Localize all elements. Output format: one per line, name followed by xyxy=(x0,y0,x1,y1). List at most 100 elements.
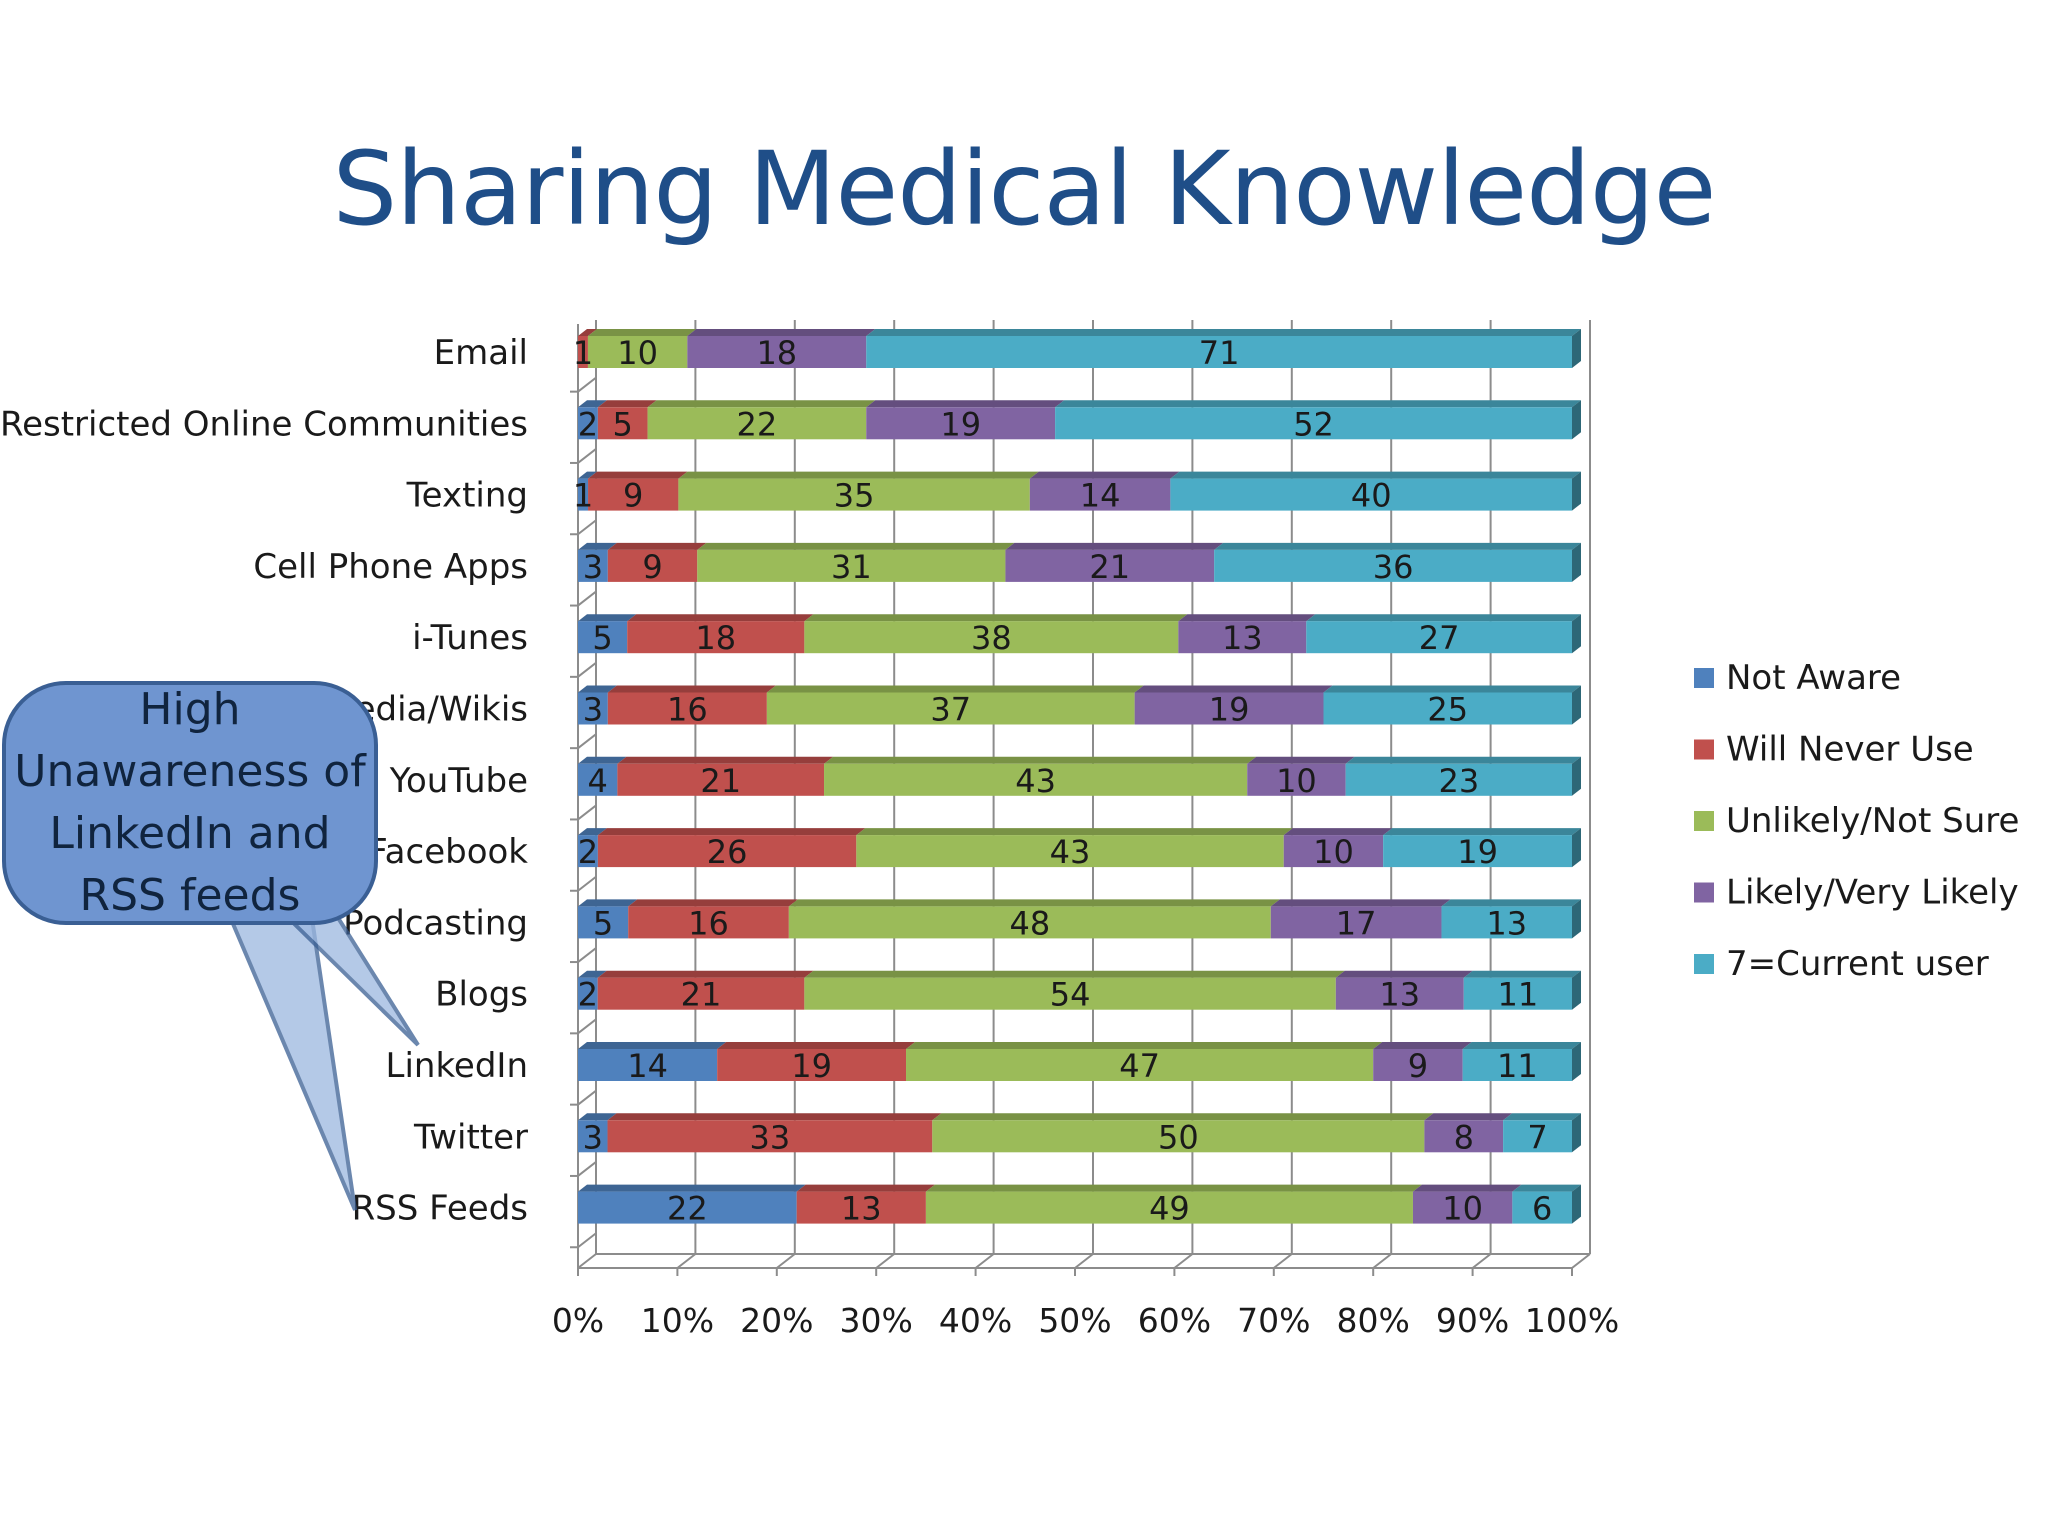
bar-7-current-user xyxy=(1345,763,1572,796)
x-tick-label: 50% xyxy=(1038,1301,1111,1340)
data-label: 5 xyxy=(613,405,633,443)
data-label: 3 xyxy=(583,1118,603,1156)
side-wall-line xyxy=(577,1018,597,1035)
data-label: 10 xyxy=(1442,1190,1483,1228)
data-label: 21 xyxy=(700,762,741,800)
bar-end-face xyxy=(1572,1184,1581,1224)
bar-top-not-aware xyxy=(578,756,627,764)
bar-not-aware xyxy=(578,407,598,440)
bar-will-never-use xyxy=(607,549,698,582)
bar-top-will-never-use xyxy=(607,542,707,550)
data-label: 31 xyxy=(831,548,872,586)
category-label-rss-feeds: RSS Feeds xyxy=(352,1189,528,1229)
x-tick-label: 0% xyxy=(552,1301,604,1340)
bar-7-current-user xyxy=(1170,478,1572,511)
bar-will-never-use xyxy=(627,621,805,654)
data-label: 11 xyxy=(1498,976,1539,1014)
data-label: 21 xyxy=(681,976,722,1014)
bar-likely-very-likely xyxy=(1412,1191,1513,1224)
bar-top-will-never-use xyxy=(628,899,798,907)
bar-top-unlikely-not-sure xyxy=(906,1042,1383,1049)
bar-top-not-aware xyxy=(578,685,617,693)
data-label: 9 xyxy=(642,548,662,586)
bar-top-not-aware xyxy=(578,970,607,978)
data-label: 13 xyxy=(1222,619,1263,657)
bar-7-current-user xyxy=(1463,977,1572,1010)
bar-top-likely-very-likely xyxy=(1178,614,1316,622)
bar-top-7-current-user xyxy=(1323,685,1581,693)
bar-not-aware xyxy=(578,1049,718,1081)
data-label: 21 xyxy=(1089,548,1130,586)
data-label: 25 xyxy=(1427,691,1468,729)
bar-end-face xyxy=(1572,329,1581,368)
bar-top-unlikely-not-sure xyxy=(824,756,1257,764)
bar-7-current-user xyxy=(1512,1191,1572,1224)
category-label-restricted-online-communities: Restricted Online Communities xyxy=(0,404,528,444)
data-label: 48 xyxy=(1009,904,1050,942)
bar-top-unlikely-not-sure xyxy=(587,329,697,336)
bar-top-7-current-user xyxy=(866,329,1581,336)
bar-will-never-use xyxy=(617,763,825,796)
callout-text: High Unawareness of LinkedIn and RSS fee… xyxy=(14,683,366,921)
bar-likely-very-likely xyxy=(1283,835,1384,868)
bar-top-7-current-user xyxy=(1345,756,1581,764)
bar-likely-very-likely xyxy=(1373,1049,1463,1081)
bar-will-never-use xyxy=(597,407,648,440)
bar-likely-very-likely xyxy=(1247,763,1346,796)
bar-7-current-user xyxy=(1055,407,1572,440)
bar-top-not-aware xyxy=(578,899,638,907)
bar-top-unlikely-not-sure xyxy=(925,1184,1422,1192)
bar-7-current-user xyxy=(1441,906,1572,939)
data-label: 13 xyxy=(1379,976,1420,1014)
bar-top-7-current-user xyxy=(1170,471,1581,479)
bar-top-will-never-use xyxy=(597,970,814,978)
side-wall-line xyxy=(577,733,597,749)
floor-gridline xyxy=(1074,1253,1094,1269)
bar-top-likely-very-likely xyxy=(1005,542,1224,550)
bar-top-7-current-user xyxy=(1055,400,1581,408)
data-label: 43 xyxy=(1050,833,1091,871)
category-label-podcasting: Podcasting xyxy=(343,903,528,943)
bar-unlikely-not-sure xyxy=(856,835,1284,868)
x-tick-label: 100% xyxy=(1525,1301,1619,1340)
bar-not-aware xyxy=(578,906,629,939)
bar-top-not-aware xyxy=(578,828,607,836)
data-label: 6 xyxy=(1532,1190,1552,1228)
data-label: 40 xyxy=(1351,477,1392,515)
data-label: 2 xyxy=(578,976,598,1014)
bar-unlikely-not-sure xyxy=(906,1049,1374,1081)
bar-will-never-use xyxy=(607,1120,933,1153)
floor-gridline xyxy=(875,1253,895,1269)
data-label: 8 xyxy=(1454,1118,1474,1156)
bar-top-likely-very-likely xyxy=(1270,899,1451,907)
bar-unlikely-not-sure xyxy=(647,407,867,440)
data-label: 9 xyxy=(1408,1047,1428,1085)
slide-title: Sharing Medical Knowledge xyxy=(332,130,1717,249)
data-label: 19 xyxy=(791,1047,832,1085)
bar-top-7-current-user xyxy=(1463,970,1581,978)
bar-not-aware xyxy=(578,835,598,868)
x-tick-label: 90% xyxy=(1436,1301,1509,1340)
floor-gridline xyxy=(1372,1253,1392,1269)
bar-not-aware xyxy=(578,763,618,796)
bar-unlikely-not-sure xyxy=(678,478,1030,511)
data-label: 10 xyxy=(617,334,658,372)
bar-7-current-user xyxy=(866,336,1572,368)
bar-7-current-user xyxy=(1214,549,1572,582)
data-label: 3 xyxy=(583,691,603,729)
bar-top-unlikely-not-sure xyxy=(804,970,1345,978)
data-label: 47 xyxy=(1119,1047,1160,1085)
side-wall-line xyxy=(577,448,597,464)
data-label: 3 xyxy=(583,548,603,586)
data-label: 1 xyxy=(573,334,593,372)
bar-top-likely-very-likely xyxy=(1424,1113,1513,1121)
bar-likely-very-likely xyxy=(1424,1120,1504,1153)
side-wall-line xyxy=(577,947,597,963)
bar-top-unlikely-not-sure xyxy=(856,828,1293,836)
bar-top-unlikely-not-sure xyxy=(932,1113,1434,1121)
legend-label-not-aware: Not Aware xyxy=(1726,658,1901,698)
data-label: 35 xyxy=(834,477,875,515)
bar-will-never-use xyxy=(597,835,857,868)
data-label: 4 xyxy=(588,762,608,800)
floor-gridline xyxy=(1173,1253,1194,1269)
